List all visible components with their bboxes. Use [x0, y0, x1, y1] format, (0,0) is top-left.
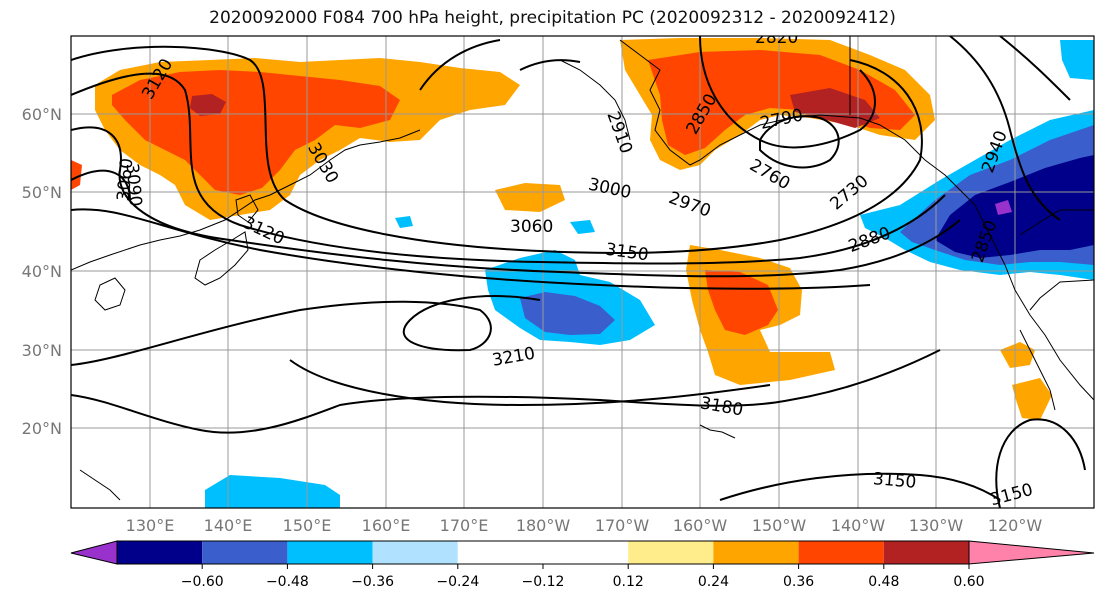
colorbar-ticks — [201, 564, 970, 569]
lon-label: 120°W — [988, 516, 1043, 535]
shade-negative-small-1 — [395, 216, 413, 228]
colorbar-tick-label: −0.60 — [181, 574, 224, 590]
shade-negative-south — [205, 475, 340, 508]
colorbar-tick-label: 0.12 — [613, 574, 644, 590]
shade-positive-west-edge — [71, 160, 82, 190]
shade-negative-ne-top — [1060, 40, 1094, 80]
lat-label: 20°N — [22, 419, 62, 438]
lat-label: 30°N — [22, 341, 62, 360]
colorbar-tick-label: −0.36 — [351, 574, 394, 590]
colorbar-segment — [457, 541, 543, 564]
map-title: 2020092000 F084 700 hPa height, precipit… — [209, 8, 896, 28]
contour-label: 3060 — [510, 217, 553, 237]
shade-negative-small-2 — [570, 220, 595, 234]
colorbar-segment — [798, 541, 884, 564]
shade-negative-central-inner — [520, 292, 615, 335]
shade-negative-ne-core — [995, 200, 1012, 215]
colorbar-tick-label: −0.48 — [266, 574, 309, 590]
colorbar-tick-label: 0.36 — [783, 574, 814, 590]
colorbar-right-triangle — [968, 540, 1095, 565]
lon-label: 170°E — [440, 516, 489, 535]
shade-positive-central-inner — [705, 270, 778, 335]
lon-label: 140°E — [204, 516, 253, 535]
lon-label: 160°E — [362, 516, 411, 535]
contour-label: 3090 — [122, 163, 146, 208]
colorbar-tick-label: 0.60 — [953, 574, 984, 590]
lat-label: 40°N — [22, 262, 62, 281]
lon-label: 150°W — [752, 516, 807, 535]
lon-label: 130°W — [909, 516, 964, 535]
colorbar-segment — [117, 541, 203, 564]
lon-label: 160°W — [673, 516, 728, 535]
colorbar-tick-label: 0.24 — [698, 574, 729, 590]
lat-label: 50°N — [22, 183, 62, 202]
coastlines — [71, 36, 1094, 501]
colorbar-tick-labels: −0.60 −0.48 −0.36 −0.24 −0.12 0.12 0.24 … — [181, 574, 985, 590]
lon-label: 150°E — [283, 516, 332, 535]
colorbar-segment — [287, 541, 373, 564]
colorbar-segment — [202, 541, 288, 564]
colorbar-tick-label: −0.12 — [522, 574, 565, 590]
longitude-labels: 130°E 140°E 150°E 160°E 170°E 180°W 170°… — [126, 516, 1043, 535]
colorbar-tick-label: −0.24 — [436, 574, 479, 590]
colorbar-tick-label: 0.48 — [868, 574, 899, 590]
contour-label: 3150 — [872, 469, 917, 493]
colorbar-segment — [713, 541, 799, 564]
colorbar-segment — [883, 541, 969, 564]
colorbar-left-triangle — [70, 540, 118, 565]
lon-label: 180°W — [516, 516, 571, 535]
shade-positive-alaska-inner — [648, 50, 915, 155]
lon-label: 130°E — [126, 516, 175, 535]
latitude-labels: 60°N 50°N 40°N 30°N 20°N — [22, 105, 62, 438]
shade-positive-small-1 — [495, 183, 565, 212]
lon-label: 140°W — [831, 516, 886, 535]
contour-label: 2820 — [755, 28, 798, 48]
colorbar: −0.60 −0.48 −0.36 −0.24 −0.12 0.12 0.24 … — [70, 540, 1095, 590]
colorbar-segment — [543, 541, 629, 564]
shade-positive-siberia-core — [190, 94, 226, 116]
lon-label: 170°W — [595, 516, 650, 535]
shade-positive-south-2 — [1012, 378, 1052, 420]
map-frame — [70, 35, 1095, 509]
shade-positive-siberia-inner — [112, 70, 400, 195]
colorbar-segment — [372, 541, 458, 564]
height-contours — [71, 36, 1086, 508]
colorbar-segment — [628, 541, 714, 564]
gridlines — [71, 36, 1094, 508]
lat-label: 60°N — [22, 105, 62, 124]
contour-label: 3060 — [114, 157, 138, 202]
shade-positive-south-1 — [1000, 342, 1035, 368]
